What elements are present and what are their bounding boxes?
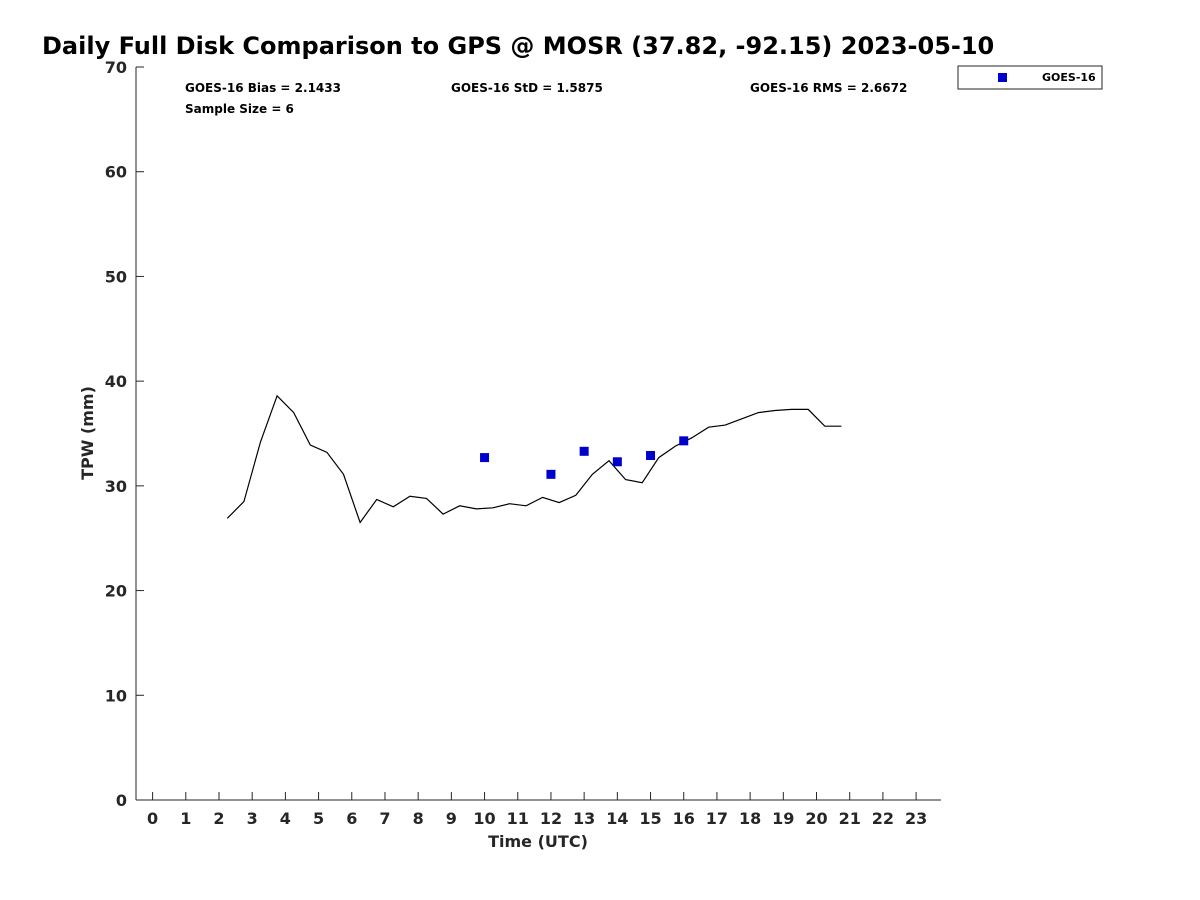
- chart-title: Daily Full Disk Comparison to GPS @ MOSR…: [42, 32, 994, 60]
- stats-block: GOES-16 Bias = 2.1433 GOES-16 StD = 1.58…: [185, 81, 907, 116]
- series-layer: [226, 394, 842, 524]
- goes16-point: [679, 436, 689, 446]
- legend: GOES-16: [957, 65, 1103, 90]
- x-tick-label: 22: [872, 809, 894, 828]
- x-tick-label: 12: [540, 809, 562, 828]
- goes16-point: [579, 446, 589, 456]
- x-tick-label: 2: [213, 809, 224, 828]
- x-tick-label: 3: [247, 809, 258, 828]
- y-tick-label: 10: [105, 686, 127, 705]
- goes16-point: [612, 457, 622, 467]
- x-tick-label: 8: [413, 809, 424, 828]
- x-tick-label: 21: [839, 809, 861, 828]
- x-tick-label: 17: [706, 809, 728, 828]
- y-tick-label: 50: [105, 267, 127, 286]
- x-tick-label: 13: [573, 809, 595, 828]
- x-tick-label: 16: [673, 809, 695, 828]
- legend-label-goes16: GOES-16: [1042, 71, 1096, 84]
- x-tick-label: 18: [739, 809, 761, 828]
- x-tick-label: 5: [313, 809, 324, 828]
- stat-bias: GOES-16 Bias = 2.1433: [185, 81, 341, 95]
- stat-rms: GOES-16 RMS = 2.6672: [750, 81, 907, 95]
- x-ticks: 0 1 2 3 4 5 6 7 8 9 10 11 12 13 14 15 16 17 18 19 20 21 22 23: [147, 792, 927, 828]
- y-tick-label: 70: [105, 58, 127, 77]
- legend-box: [957, 65, 1103, 90]
- goes16-point: [480, 453, 490, 463]
- stat-std: GOES-16 StD = 1.5875: [451, 81, 603, 95]
- x-tick-label: 4: [280, 809, 291, 828]
- goes16-point: [646, 450, 656, 460]
- x-tick-label: 6: [346, 809, 357, 828]
- y-ticks: 0 10 20 30 40 50 60 70: [105, 58, 144, 810]
- y-tick-label: 60: [105, 163, 127, 182]
- x-tick-label: 10: [473, 809, 495, 828]
- x-tick-label: 11: [507, 809, 529, 828]
- x-tick-label: 14: [606, 809, 628, 828]
- x-tick-label: 20: [805, 809, 827, 828]
- x-tick-label: 7: [379, 809, 390, 828]
- x-axis-label: Time (UTC): [488, 832, 588, 851]
- x-tick-label: 19: [772, 809, 794, 828]
- x-tick-label: 9: [446, 809, 457, 828]
- plot-area: [135, 67, 941, 801]
- x-tick-label: 15: [639, 809, 661, 828]
- x-tick-label: 23: [905, 809, 927, 828]
- x-tick-label: 1: [180, 809, 191, 828]
- y-tick-label: 20: [105, 582, 127, 601]
- stat-sample-size: Sample Size = 6: [185, 102, 294, 116]
- gps-series-line: [226, 394, 842, 524]
- y-axis-label: TPW (mm): [78, 386, 97, 480]
- x-tick-label: 0: [147, 809, 158, 828]
- y-tick-label: 30: [105, 477, 127, 496]
- legend-marker-goes16: [998, 73, 1007, 82]
- goes16-point: [546, 469, 556, 479]
- y-tick-label: 40: [105, 372, 127, 391]
- y-tick-label: 0: [116, 791, 127, 810]
